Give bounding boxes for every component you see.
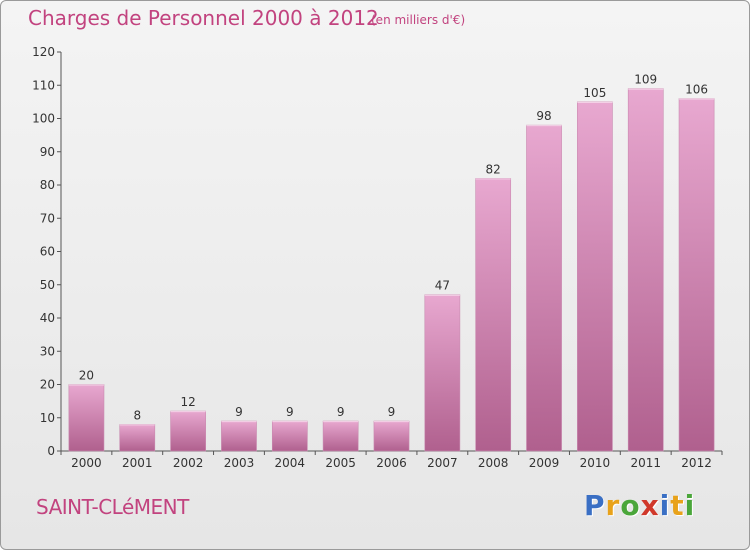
x-tick-label: 2003 [224,456,255,470]
bar-2001 [119,424,156,452]
data-label: 9 [388,405,396,419]
data-label: 106 [685,83,708,97]
x-tick-label: 2009 [529,456,560,470]
x-tick-label: 2007 [427,456,458,470]
logo-letter: t [670,489,685,522]
y-tick-label: 60 [40,245,55,259]
logo-letter: i [684,489,696,522]
y-tick-label: 110 [32,78,55,92]
x-tick-label: 2000 [71,456,102,470]
bar-2006 [373,420,410,452]
bar-2003 [221,420,257,452]
data-label: 109 [634,73,657,87]
data-label: 20 [79,369,94,383]
logo-letter: o [620,489,641,522]
logo-letter: r [605,489,621,522]
x-tick-label: 2012 [681,456,712,470]
x-tick-label: 2008 [478,456,509,470]
x-tick-label: 2010 [580,456,611,470]
bar-2010 [577,101,613,452]
bar-2009 [526,124,562,452]
y-tick-label: 80 [40,178,55,192]
bar-2004 [271,420,308,452]
logo-letter: i [659,489,671,522]
y-tick-label: 70 [40,211,55,225]
bar-2000 [68,384,105,452]
data-label: 82 [486,162,501,176]
data-label: 98 [536,109,551,123]
data-label: 105 [583,86,606,100]
logo-letter: P [584,489,606,522]
bar-2007 [424,294,461,452]
y-tick-label: 50 [40,278,55,292]
y-tick-label: 10 [40,411,55,425]
y-tick-label: 100 [32,112,55,126]
y-tick-label: 120 [32,45,55,59]
bar-2011 [627,88,664,452]
data-label: 9 [235,405,243,419]
chart-title: Charges de Personnel 2000 à 2012 [28,6,379,30]
bar-2002 [170,410,206,452]
y-tick-label: 0 [47,444,55,458]
x-tick-label: 2011 [630,456,661,470]
data-label: 12 [180,395,195,409]
y-tick-label: 30 [40,344,55,358]
x-tick-label: 2005 [325,456,356,470]
chart-subtitle: (en milliers d'€) [371,13,466,27]
proxiti-logo: Proxiti [584,489,695,522]
x-tick-label: 2004 [275,456,306,470]
y-tick-label: 40 [40,311,55,325]
commune-name: SAINT-CLéMENT [36,495,189,519]
y-tick-label: 90 [40,145,55,159]
data-label: 9 [337,405,345,419]
bar-2012 [678,98,715,452]
x-tick-label: 2001 [122,456,153,470]
data-label: 8 [133,408,141,422]
data-label: 47 [435,279,450,293]
data-label: 9 [286,405,294,419]
bar-2005 [322,420,359,452]
x-tick-label: 2006 [376,456,407,470]
bar-2008 [475,178,512,452]
x-tick-label: 2002 [173,456,204,470]
logo-letter: x [640,489,660,522]
y-tick-label: 20 [40,378,55,392]
